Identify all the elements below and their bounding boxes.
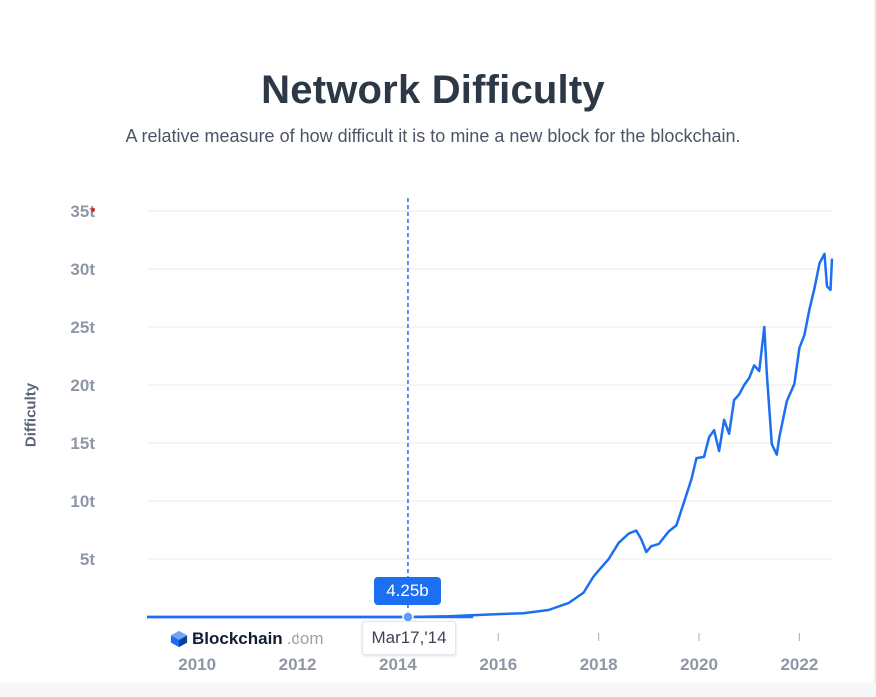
brand-suffix: .com: [286, 629, 324, 648]
x-tick-label: 2022: [780, 655, 818, 674]
x-tick-label: 2016: [479, 655, 517, 674]
x-tick-label: 2020: [680, 655, 718, 674]
y-tick-label: 20t: [70, 376, 95, 395]
y-axis-ticks: 5t 10t 15t 20t 25t 30t 35t: [70, 202, 95, 569]
chart-subtitle: A relative measure of how difficult it i…: [125, 126, 741, 146]
y-tick-label: 10t: [70, 492, 95, 511]
y-tick-label: 25t: [70, 318, 95, 337]
page-bottom-strip: [0, 683, 876, 697]
page-right-border: [874, 0, 876, 697]
blockchain-cube-icon: [170, 630, 188, 648]
x-axis-ticks: 2010 2012 2014 2016 2018 2020 2022: [178, 633, 818, 674]
chart-title: Network Difficulty: [261, 68, 605, 112]
brand-name: Blockchain: [192, 629, 283, 648]
tooltip-date-label: Mar17,'14: [362, 621, 456, 655]
x-tick-label: 2012: [279, 655, 317, 674]
x-tick-label: 2018: [580, 655, 618, 674]
y-axis-top-marker: [91, 208, 95, 212]
y-tick-label: 35t: [70, 202, 95, 221]
difficulty-series-line[interactable]: [147, 252, 834, 619]
x-tick-label: 2010: [178, 655, 216, 674]
tooltip-value-badge: 4.25b: [374, 577, 441, 605]
y-tick-label: 15t: [70, 434, 95, 453]
brand-watermark: Blockchain .com: [170, 628, 324, 650]
x-tick-label: 2014: [379, 655, 417, 674]
grid-lines: [147, 210, 832, 560]
y-tick-label: 5t: [80, 550, 95, 569]
y-tick-label: 30t: [70, 260, 95, 279]
